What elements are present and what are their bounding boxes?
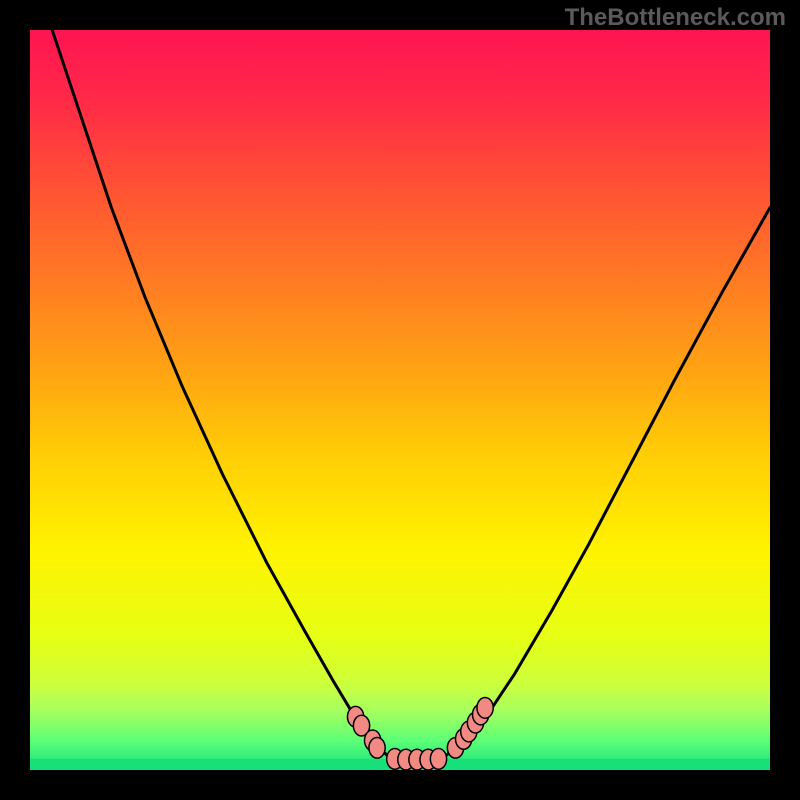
watermark-text: TheBottleneck.com [565, 4, 786, 32]
chart-frame: TheBottleneck.com [0, 0, 800, 800]
bottom-bead [430, 749, 446, 770]
gradient-background [30, 30, 770, 770]
chart-svg [30, 30, 770, 770]
right-bead [477, 697, 493, 718]
plot-area [30, 30, 770, 770]
left-bead [369, 737, 385, 758]
